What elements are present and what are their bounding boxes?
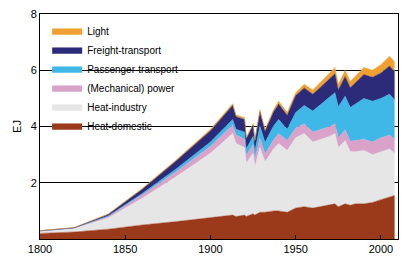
svg-text:2000: 2000 bbox=[369, 243, 393, 255]
svg-text:EJ: EJ bbox=[11, 120, 23, 133]
svg-text:Heat-industry: Heat-industry bbox=[87, 102, 146, 113]
svg-text:1850: 1850 bbox=[113, 243, 137, 255]
svg-text:6: 6 bbox=[31, 64, 37, 76]
svg-text:Heat-domestic: Heat-domestic bbox=[87, 121, 151, 132]
svg-text:Freight-transport: Freight-transport bbox=[87, 45, 161, 56]
svg-text:(Mechanical) power: (Mechanical) power bbox=[87, 83, 175, 94]
svg-text:Passenger-transport: Passenger-transport bbox=[87, 64, 178, 75]
svg-text:8: 8 bbox=[31, 8, 37, 20]
svg-text:1900: 1900 bbox=[198, 243, 222, 255]
svg-text:1950: 1950 bbox=[283, 243, 307, 255]
svg-text:2: 2 bbox=[31, 177, 37, 189]
svg-text:4: 4 bbox=[31, 120, 37, 132]
svg-text:1800: 1800 bbox=[28, 243, 52, 255]
svg-text:Light: Light bbox=[87, 26, 109, 37]
